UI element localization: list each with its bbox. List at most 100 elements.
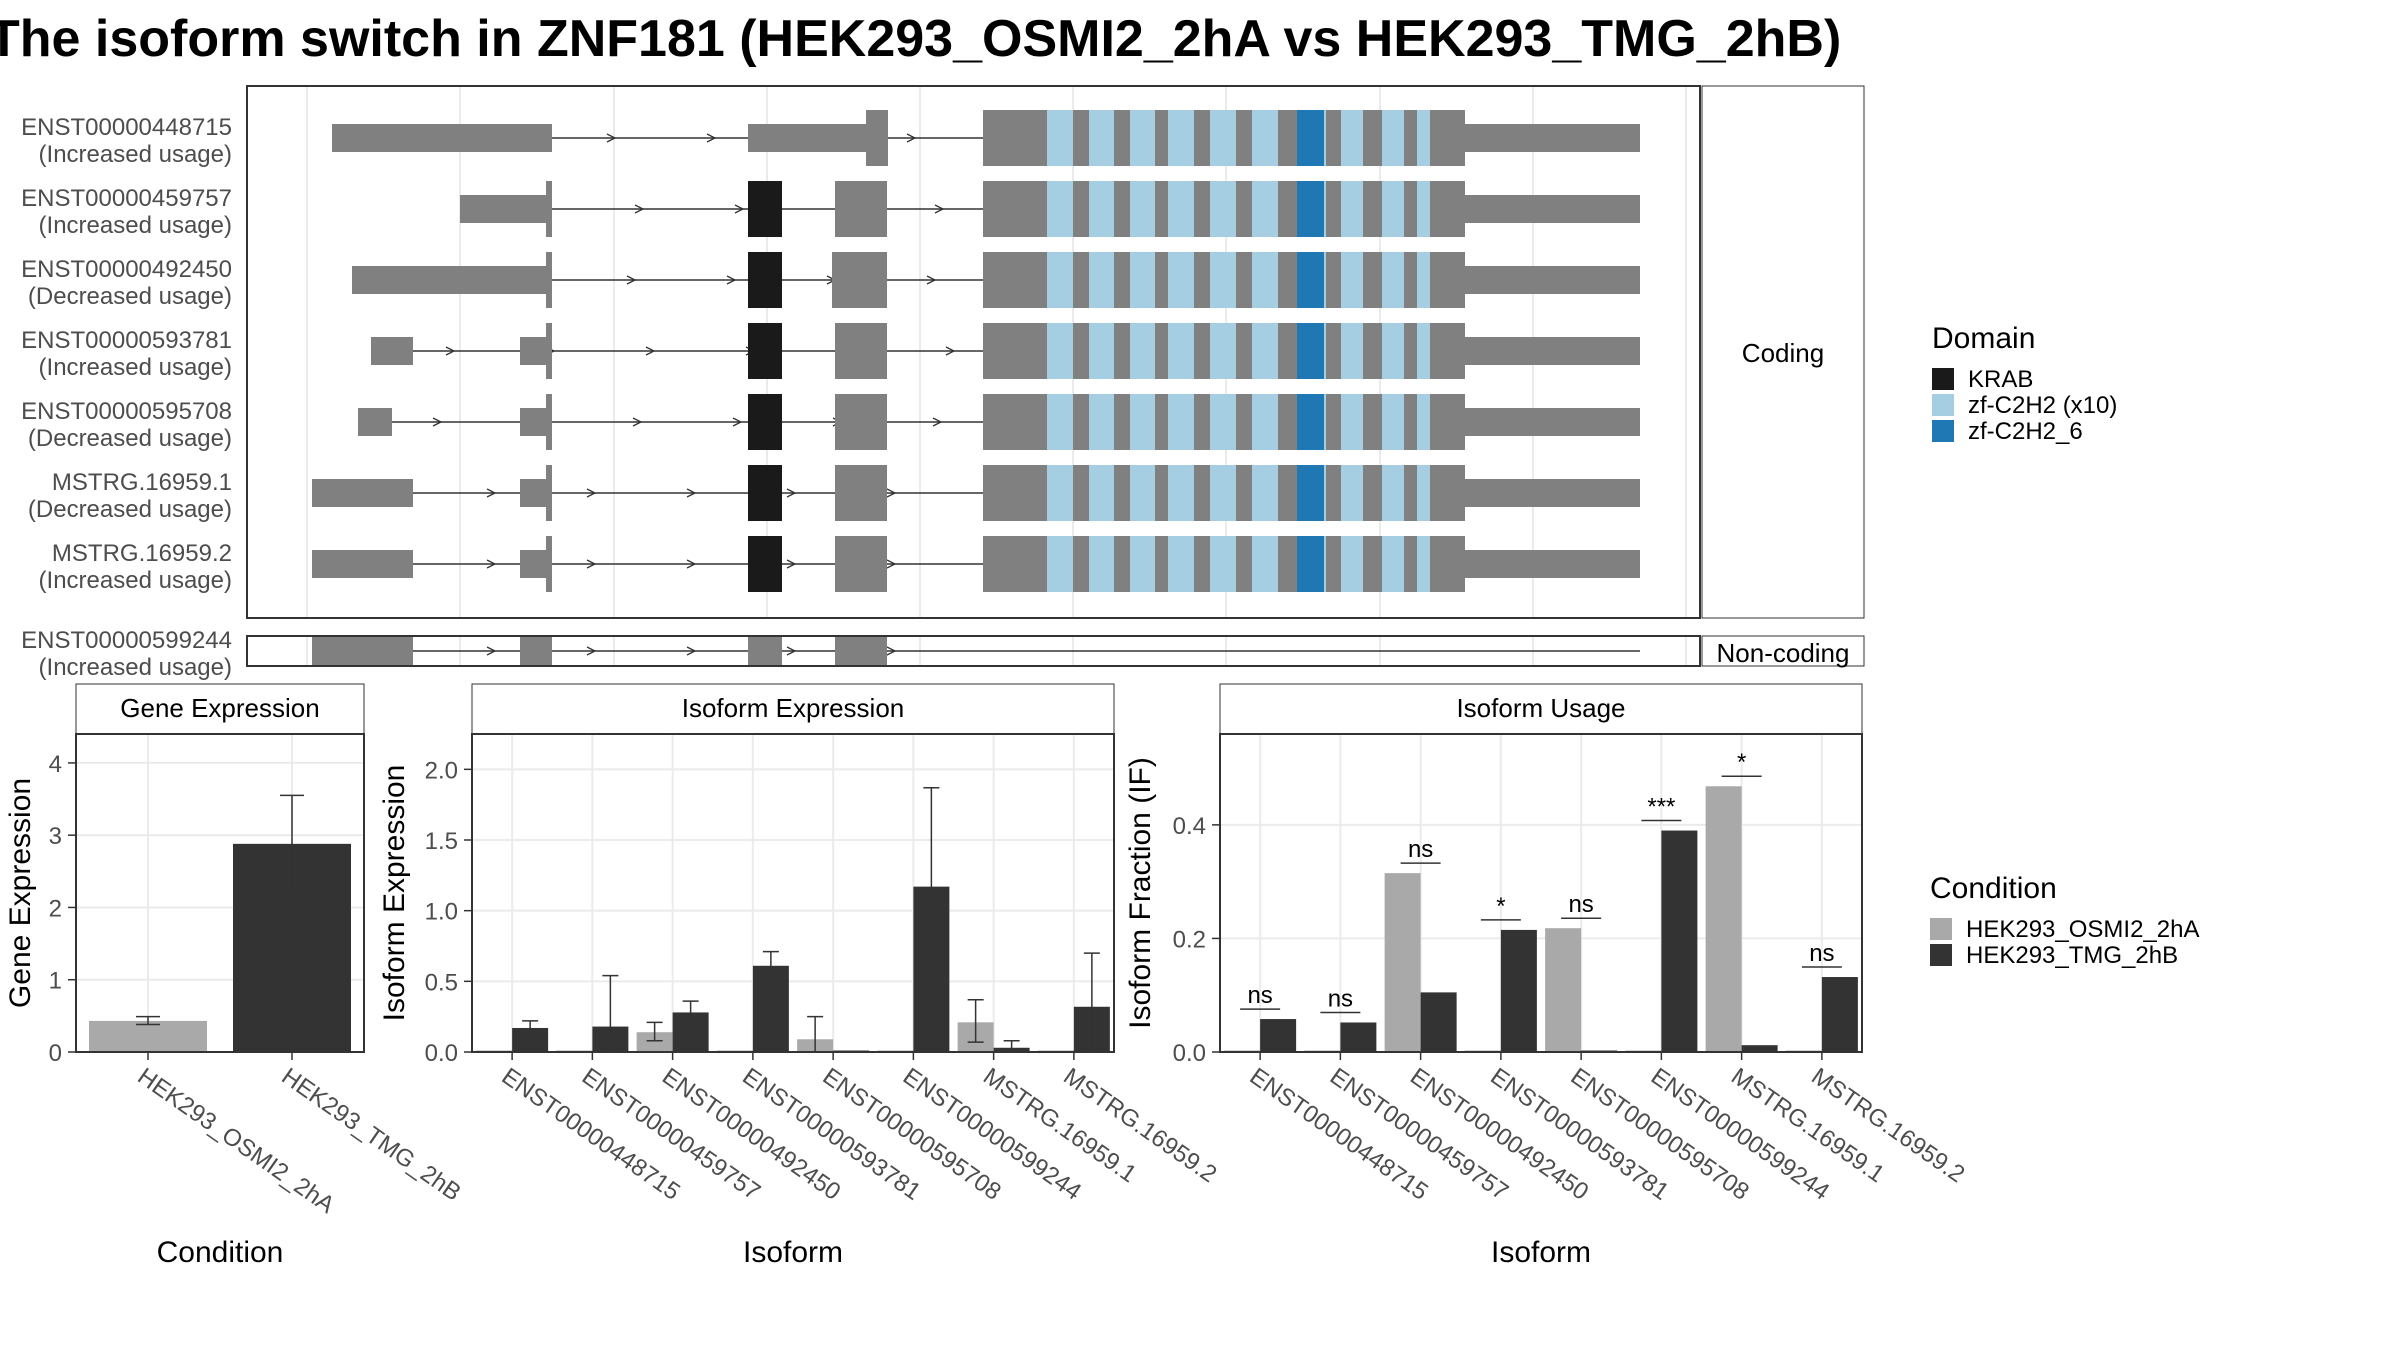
- direction-arrow: [586, 646, 597, 656]
- exon: [332, 124, 552, 152]
- exon: [460, 195, 546, 223]
- zf-c2h2-domain: [1089, 110, 1114, 166]
- bar: [1340, 1022, 1377, 1052]
- zf-c2h2-domain: [1047, 394, 1073, 450]
- zf-c2h2-domain: [1130, 110, 1155, 166]
- zf-c2h2-domain: [1341, 110, 1363, 166]
- zf-c2h2-domain: [1130, 465, 1155, 521]
- exon: [520, 550, 546, 578]
- zf-c2h2-6-domain: [1297, 110, 1324, 166]
- significance-label: *: [1496, 893, 1505, 920]
- transcript-usage-label: (Decreased usage): [28, 496, 232, 523]
- transcript-id-label: MSTRG.16959.1: [52, 469, 232, 496]
- zf-c2h2-domain: [1130, 252, 1155, 308]
- y-axis-title: Isoform Fraction (IF): [1124, 757, 1157, 1029]
- zf-c2h2-domain: [1168, 181, 1194, 237]
- direction-arrow: [932, 417, 943, 427]
- zf-c2h2-6-domain: [1297, 536, 1324, 592]
- direction-arrow: [686, 488, 697, 498]
- zf-c2h2-domain: [1417, 110, 1430, 166]
- direction-arrow: [486, 646, 497, 656]
- zf-c2h2-domain: [1089, 181, 1114, 237]
- direction-arrow: [634, 204, 645, 214]
- facet-label-coding: Coding: [1742, 338, 1824, 368]
- isoform-usage-panel: Isoform Usage0.00.20.4ENST00000448715ENS…: [1124, 683, 1969, 1269]
- structure-panel-border: [246, 85, 1701, 619]
- exon: [835, 636, 887, 666]
- direction-arrow: [726, 275, 737, 285]
- panel-border: [471, 733, 1115, 1053]
- significance-label: ns: [1809, 940, 1834, 967]
- significance-label: *: [1737, 749, 1746, 776]
- zf-c2h2-6-domain: [1297, 465, 1324, 521]
- bar: [1821, 977, 1858, 1052]
- zf-c2h2-domain: [1210, 394, 1236, 450]
- zf-c2h2-domain: [1382, 181, 1404, 237]
- zf-c2h2-domain: [1047, 252, 1073, 308]
- zf-c2h2-domain: [1168, 465, 1194, 521]
- bar: [1661, 830, 1698, 1052]
- exon: [520, 479, 546, 507]
- zf-c2h2-domain: [1417, 252, 1430, 308]
- direction-arrow: [645, 346, 656, 356]
- direction-arrow: [732, 417, 743, 427]
- exon: [1465, 337, 1640, 365]
- zf-c2h2-domain: [1089, 394, 1114, 450]
- transcript-id-label: ENST00000448715: [21, 114, 232, 141]
- direction-arrow: [734, 204, 745, 214]
- y-tick-label: 0.0: [425, 1040, 458, 1067]
- zf-c2h2-domain: [1047, 323, 1073, 379]
- exon: [546, 394, 552, 450]
- y-tick-label: 1.5: [425, 828, 458, 855]
- bar: [1384, 873, 1421, 1052]
- zf-c2h2-domain: [1252, 394, 1278, 450]
- zf-c2h2-domain: [1168, 536, 1194, 592]
- y-tick-label: 0.5: [425, 969, 458, 996]
- direction-arrow: [786, 488, 797, 498]
- krab-domain: [748, 394, 782, 450]
- direction-arrow: [686, 646, 697, 656]
- exon: [520, 408, 546, 436]
- direction-arrow: [886, 646, 897, 656]
- krab-domain: [748, 536, 782, 592]
- domain-legend-swatch: [1932, 394, 1954, 416]
- zf-c2h2-domain: [1341, 465, 1363, 521]
- exon: [546, 323, 552, 379]
- figure-title: The isoform switch in ZNF181 (HEK293_OSM…: [0, 10, 1841, 68]
- significance-label: ns: [1247, 982, 1272, 1009]
- transcript-usage-label: (Increased usage): [39, 141, 232, 168]
- domain-legend-label: zf-C2H2_6: [1968, 418, 2083, 445]
- y-axis-title: Isoform Expression: [378, 765, 411, 1022]
- exon: [546, 181, 552, 237]
- direction-arrow: [626, 275, 637, 285]
- zf-c2h2-domain: [1089, 252, 1114, 308]
- zf-c2h2-6-domain: [1297, 323, 1324, 379]
- exon: [835, 252, 887, 308]
- y-tick-label: 0.4: [1173, 813, 1206, 840]
- zf-c2h2-domain: [1417, 394, 1430, 450]
- zf-c2h2-domain: [1341, 323, 1363, 379]
- zf-c2h2-domain: [1168, 394, 1194, 450]
- zf-c2h2-domain: [1130, 181, 1155, 237]
- zf-c2h2-domain: [1210, 465, 1236, 521]
- condition-legend-label: HEK293_OSMI2_2hA: [1966, 916, 2199, 943]
- zf-c2h2-domain: [1130, 536, 1155, 592]
- condition-legend-label: HEK293_TMG_2hB: [1966, 942, 2178, 969]
- y-tick-label: 0: [49, 1040, 62, 1067]
- direction-arrow: [486, 488, 497, 498]
- krab-domain: [748, 465, 782, 521]
- exon: [352, 266, 546, 294]
- direction-arrow: [786, 646, 797, 656]
- transcript-id-label: ENST00000593781: [21, 327, 232, 354]
- zf-c2h2-domain: [1382, 465, 1404, 521]
- panel-border: [75, 733, 365, 1053]
- bar: [1545, 928, 1582, 1052]
- domain-legend-swatch: [1932, 368, 1954, 390]
- direction-arrow: [632, 417, 643, 427]
- condition-legend-title: Condition: [1930, 872, 2057, 905]
- exon: [520, 337, 546, 365]
- zf-c2h2-6-domain: [1297, 252, 1324, 308]
- zf-c2h2-domain: [1417, 181, 1430, 237]
- zf-c2h2-domain: [1252, 536, 1278, 592]
- zf-c2h2-domain: [1382, 252, 1404, 308]
